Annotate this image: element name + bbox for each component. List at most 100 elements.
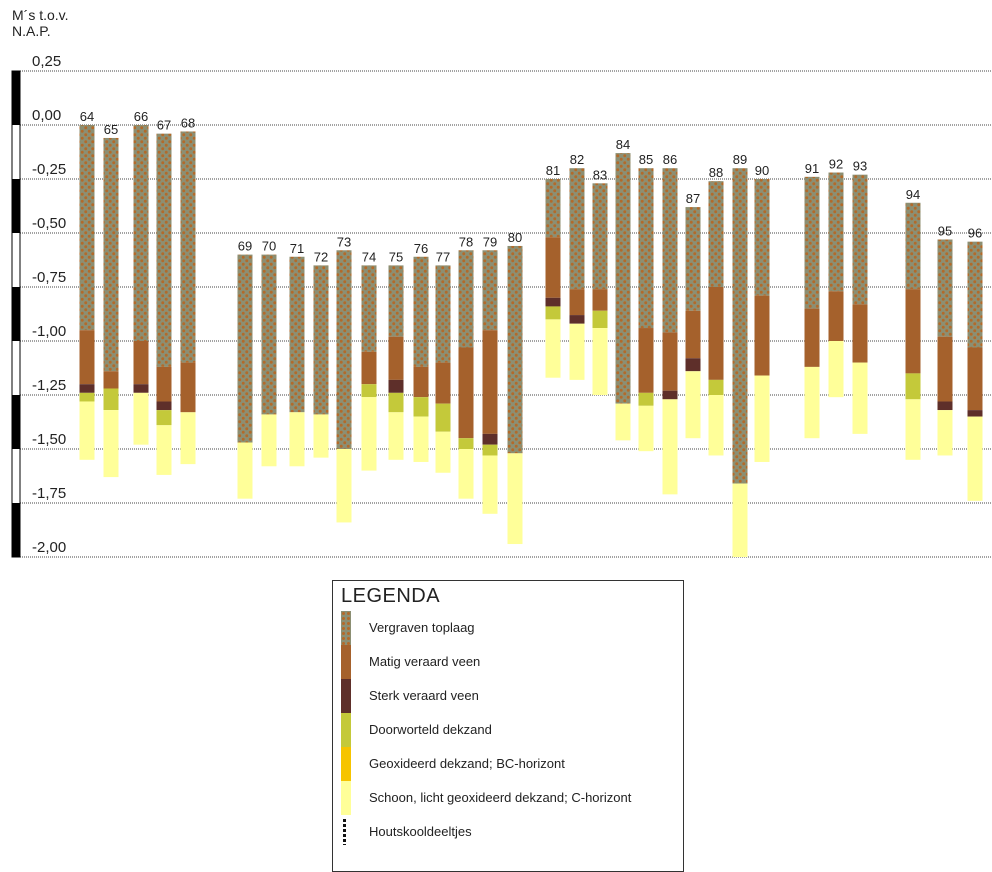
layer-doorworteld <box>435 403 451 432</box>
layer-schoon <box>313 414 329 458</box>
layer-matig <box>905 289 921 374</box>
borehole-label: 88 <box>709 165 723 180</box>
layer-matig <box>708 287 724 380</box>
layer-sterk <box>937 401 953 411</box>
layer-matig <box>592 289 608 311</box>
y-tick-label: -1,75 <box>32 485 66 502</box>
layer-schoon <box>967 416 983 501</box>
borehole-label: 94 <box>906 187 920 202</box>
legend-label: Matig veraard veen <box>369 654 481 669</box>
legend-item-doorworteld: Doorworteld dekzand <box>341 713 671 747</box>
borehole-80: 80 <box>507 230 523 545</box>
layer-schoon <box>804 366 820 439</box>
borehole-label: 68 <box>181 115 195 130</box>
layer-doorworteld <box>156 410 172 426</box>
layer-matig <box>79 330 95 385</box>
layer-schoon <box>237 442 253 499</box>
layer-matig <box>804 308 820 367</box>
borehole-label: 85 <box>639 152 653 167</box>
layer-matig <box>156 366 172 402</box>
scale-bar-segment <box>12 179 20 233</box>
borehole-label: 80 <box>508 230 522 245</box>
layer-vergraven <box>507 245 523 454</box>
layer-schoon <box>592 328 608 395</box>
y-axis-title-line-1: M´s t.o.v. <box>12 7 69 23</box>
layer-vergraven <box>828 172 844 292</box>
borehole-89: 89 <box>732 152 748 557</box>
layer-matig <box>103 371 119 389</box>
y-tick-label: -0,25 <box>32 161 66 178</box>
layer-vergraven <box>905 202 921 290</box>
layer-vergraven <box>289 256 305 413</box>
borehole-90: 90 <box>754 163 770 462</box>
y-tick-label: 0,25 <box>32 53 61 70</box>
layer-matig <box>967 347 983 411</box>
layer-schoon <box>638 405 654 452</box>
layer-doorworteld <box>638 392 654 406</box>
layer-doorworteld <box>458 438 474 449</box>
layer-matig <box>685 310 701 359</box>
borehole-71: 71 <box>289 241 305 467</box>
borehole-74: 74 <box>361 249 377 471</box>
layer-matig <box>638 328 654 393</box>
layer-schoon <box>905 399 921 460</box>
borehole-66: 66 <box>133 109 149 445</box>
borehole-70: 70 <box>261 239 277 467</box>
layer-vergraven <box>156 133 172 367</box>
legend-label: Vergraven toplaag <box>369 620 475 635</box>
layer-schoon <box>289 412 305 467</box>
borehole-77: 77 <box>435 249 451 473</box>
layer-schoon <box>435 431 451 473</box>
layer-schoon <box>828 341 844 398</box>
layer-doorworteld <box>905 373 921 400</box>
borehole-94: 94 <box>905 187 921 460</box>
layer-doorworteld <box>103 388 119 411</box>
borehole-label: 91 <box>805 161 819 176</box>
layer-vergraven <box>79 125 95 331</box>
layer-doorworteld <box>388 392 404 413</box>
layer-matig <box>569 289 585 316</box>
y-axis-title-line-2: N.A.P. <box>12 23 51 39</box>
layer-schoon <box>852 362 868 434</box>
borehole-label: 87 <box>686 191 700 206</box>
borehole-label: 83 <box>593 167 607 182</box>
legend-item-vergraven: Vergraven toplaag <box>341 611 671 645</box>
layer-schoon <box>545 319 561 378</box>
scale-bar-segment <box>12 287 20 341</box>
borehole-label: 77 <box>436 249 450 264</box>
layer-matig <box>828 291 844 341</box>
layer-vergraven <box>413 256 429 367</box>
layer-doorworteld <box>482 444 498 456</box>
layer-schoon <box>754 375 770 462</box>
layer-sterk <box>482 433 498 445</box>
y-tick-label: -1,00 <box>32 323 66 340</box>
layer-vergraven <box>685 207 701 311</box>
layer-vergraven <box>361 265 377 352</box>
layer-vergraven <box>180 131 196 363</box>
borehole-79: 79 <box>482 234 498 514</box>
layer-doorworteld <box>361 384 377 398</box>
borehole-91: 91 <box>804 161 820 439</box>
borehole-label: 67 <box>157 118 171 133</box>
borehole-label: 95 <box>938 223 952 238</box>
layer-matig <box>413 366 429 398</box>
layer-vergraven <box>732 168 748 484</box>
layer-matig <box>361 351 377 385</box>
borehole-69: 69 <box>237 239 253 499</box>
y-tick-label: -1,25 <box>32 377 66 394</box>
scale-bar-segment <box>12 503 20 557</box>
legend-swatch <box>341 781 351 815</box>
layer-matig <box>662 332 678 391</box>
borehole-92: 92 <box>828 157 844 398</box>
layer-matig <box>482 330 498 434</box>
borehole-68: 68 <box>180 115 196 465</box>
borehole-label: 78 <box>459 234 473 249</box>
borehole-87: 87 <box>685 191 701 439</box>
layer-matig <box>852 304 868 363</box>
layer-vergraven <box>638 168 654 329</box>
layer-schoon <box>569 323 585 380</box>
legend-label: Doorworteld dekzand <box>369 722 492 737</box>
layer-matig <box>388 336 404 380</box>
borehole-label: 79 <box>483 234 497 249</box>
borehole-label: 66 <box>134 109 148 124</box>
